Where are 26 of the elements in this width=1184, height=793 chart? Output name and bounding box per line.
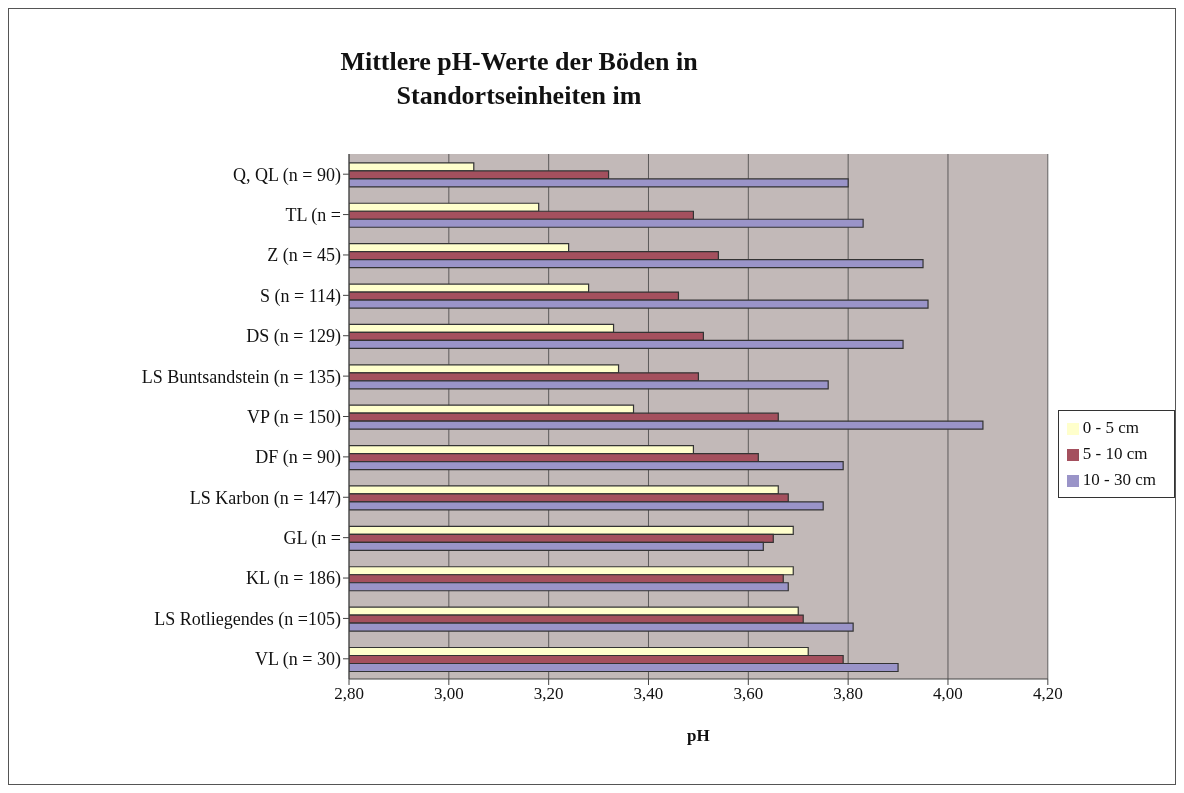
x-tick-label: 4,20	[1032, 684, 1063, 704]
x-tick-label: 3,60	[733, 684, 764, 704]
y-tick-label: KL (n = 186)	[246, 568, 341, 590]
x-tick-label: 3,00	[433, 684, 464, 704]
y-tick-label: LS Buntsandstein (n = 135)	[141, 366, 341, 388]
y-tick-label: Q, QL (n = 90)	[233, 164, 341, 186]
y-tick-label: DF (n = 90)	[255, 447, 341, 469]
x-tick-label: 2,80	[334, 684, 364, 704]
legend-label: 5 - 10 cm	[1082, 444, 1148, 463]
y-tick-label: VP (n = 150)	[247, 406, 341, 428]
y-tick-label: GL (n =	[283, 528, 341, 550]
legend-label: 10 - 30 cm	[1082, 470, 1156, 489]
x-tick-label: 3,80	[833, 684, 864, 704]
legend-label: 0 - 5 cm	[1082, 418, 1139, 437]
x-tick-label: 4,00	[933, 684, 963, 704]
x-tick-label: 3,40	[633, 684, 664, 704]
y-tick-label: LS Karbon (n = 147)	[189, 487, 341, 509]
chart-title: Mittlere pH-Werte der Böden in Standortseinheiten im	[339, 46, 699, 112]
y-tick-label: VL (n = 30)	[255, 649, 341, 671]
y-tick-label: S (n = 114)	[260, 285, 341, 307]
x-tick-label: 3,20	[533, 684, 564, 704]
y-tick-label: LS Rotliegendes (n =105)	[154, 608, 341, 630]
y-tick-label: DS (n = 129)	[246, 326, 341, 348]
y-tick-label: Z (n = 45)	[267, 245, 341, 267]
y-tick-label: TL (n =	[285, 204, 341, 226]
x-axis-title: pH	[687, 726, 710, 745]
